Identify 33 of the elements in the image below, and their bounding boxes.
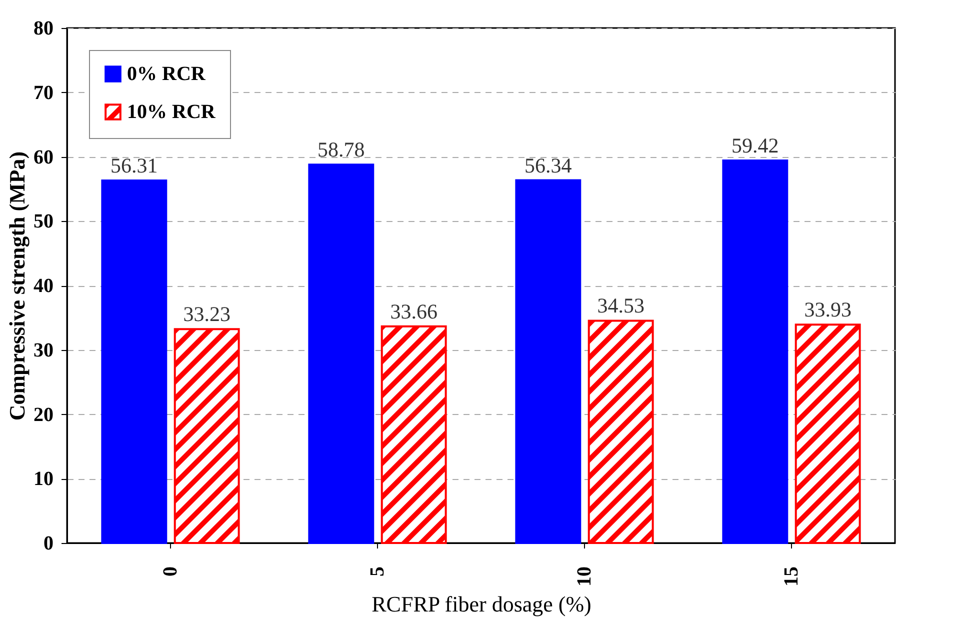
y-tick-label: 40 (34, 275, 54, 297)
legend-label: 0% RCR (127, 63, 206, 85)
bar (794, 324, 861, 544)
y-tick-label: 10 (34, 468, 54, 490)
bar (515, 179, 582, 544)
bar (174, 328, 240, 544)
bar (588, 320, 654, 544)
bar (308, 164, 374, 544)
data-label: 59.42 (732, 133, 779, 158)
data-label: 33.23 (183, 302, 230, 326)
x-tick-label: 10 (574, 566, 596, 586)
data-label: 58.78 (318, 138, 365, 162)
data-label: 33.66 (390, 299, 438, 324)
y-tick-label: 80 (34, 18, 54, 40)
y-axis-title: Compressive strength (MPa) (4, 151, 30, 421)
data-label: 33.93 (804, 298, 852, 322)
bar (380, 325, 447, 544)
y-tick-label: 50 (34, 210, 54, 233)
legend-label: 10% RCR (127, 101, 216, 123)
bar (722, 159, 788, 544)
y-tick-label: 70 (34, 82, 54, 104)
x-tick-label: 0 (160, 566, 182, 576)
y-tick-label: 0 (44, 532, 54, 554)
data-label: 34.53 (597, 294, 644, 318)
x-tick-label: 5 (366, 566, 388, 576)
x-axis-title: RCFRP fiber dosage (%) (372, 592, 592, 616)
y-tick-label: 60 (34, 146, 54, 168)
data-label: 56.34 (524, 153, 572, 178)
y-tick-label: 20 (34, 404, 54, 426)
bar (101, 180, 168, 544)
x-tick-label: 15 (780, 566, 802, 586)
y-tick-label: 30 (34, 339, 54, 362)
data-label: 56.31 (110, 154, 158, 178)
